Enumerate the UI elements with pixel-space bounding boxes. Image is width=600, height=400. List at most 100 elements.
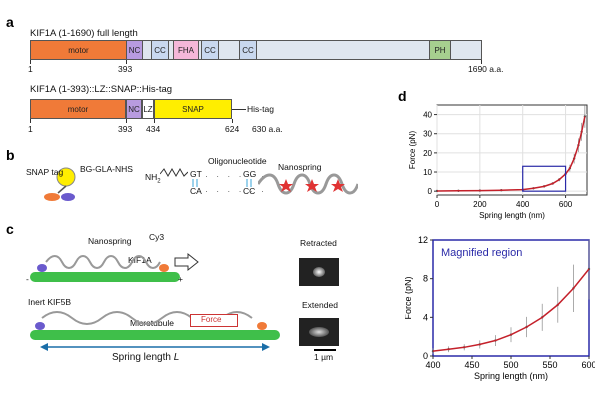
tick (232, 119, 233, 123)
fit-line (436, 116, 586, 192)
c-tick-630: 630 a.a. (252, 124, 283, 134)
ph-domain: PH (429, 41, 451, 59)
x-tick-label: 600 (559, 200, 573, 209)
direction-arrow (174, 252, 199, 272)
seq-bottom-left: CA (190, 186, 202, 196)
cy3-label: Cy3 (149, 232, 165, 242)
panel-d-label: d (398, 88, 407, 104)
c-tick-1: 1 (28, 124, 33, 134)
motor-head (44, 193, 60, 201)
x-axis-label: Spring length (nm) (474, 371, 548, 381)
plus-end: + (178, 274, 183, 284)
seq-top-right: GG (243, 169, 257, 179)
tick (481, 60, 482, 64)
kif1a-label: KIF1A (128, 255, 152, 265)
panel-a-label: a (6, 14, 14, 30)
nanospring-label-b: Nanospring (278, 162, 322, 172)
his-tag-line (232, 109, 246, 110)
tick (30, 119, 31, 123)
linker (57, 185, 67, 194)
extended-diagram (30, 311, 280, 340)
snap-protein-diagram (44, 167, 76, 201)
y-tick-label: 12 (418, 235, 428, 245)
c-tick-434: 434 (146, 124, 161, 134)
tick (154, 119, 155, 123)
magnify-box (522, 165, 567, 192)
seq-dots-top: · · · · · · (205, 171, 267, 181)
scale-bar (314, 349, 336, 351)
seq-top-left: GT (190, 169, 202, 179)
y-tick-label: 0 (423, 351, 428, 361)
extended-label: Extended (302, 300, 338, 310)
y-tick-label: 0 (428, 187, 433, 196)
x-tick-label: 200 (473, 200, 487, 209)
construct-bar: motor NC LZ SNAP (30, 99, 232, 119)
minus-end: - (26, 274, 29, 284)
full-length-bar: motor NC CC FHA CC CC PH (30, 40, 482, 60)
his-tag-label: His-tag (247, 104, 274, 114)
construct-lz: LZ (142, 99, 154, 119)
force-arrow: Force (190, 314, 238, 327)
y-axis-label: Force (pN) (408, 131, 417, 170)
y-axis-label: Force (pN) (405, 276, 413, 319)
x-tick-label: 500 (503, 360, 518, 370)
nh2-label: NH2 (145, 172, 161, 185)
retracted-image (299, 258, 339, 286)
base-pair-lines (192, 179, 252, 187)
nanospring-label-c: Nanospring (88, 236, 132, 246)
tick (126, 60, 127, 64)
chem-label: BG-GLA-NHS (80, 164, 133, 174)
seq-bottom-right: CC (243, 186, 256, 196)
tick-label-1690: 1690 a.a. (468, 64, 504, 74)
tick-label-393: 393 (118, 64, 133, 74)
force-chart-magnified: 0 4 8 12 400 450 500 550 600 Spring length (nm) Fo… (405, 235, 595, 381)
spring-length-label: Spring length L (112, 352, 180, 363)
cc-domain-3: CC (239, 41, 257, 59)
x-tick-label: 0 (435, 200, 440, 209)
panel-b-label: b (6, 147, 15, 163)
full-length-title: KIF1A (1-1690) full length (30, 28, 138, 39)
microtubule-top (30, 272, 180, 282)
fit-line (432, 268, 590, 352)
force-label: Force (201, 315, 222, 324)
x-tick-label: 450 (464, 360, 479, 370)
x-tick-label: 550 (542, 360, 557, 370)
tick-label-1: 1 (28, 64, 33, 74)
y-tick-label: 30 (423, 130, 432, 139)
x-tick-label: 600 (581, 360, 595, 370)
x-tick-label: 400 (425, 360, 440, 370)
retracted-label: Retracted (300, 238, 337, 248)
y-tick-label: 8 (423, 274, 428, 284)
seq-dots-bottom: · · · · · · (205, 186, 267, 196)
fha-domain: FHA (173, 41, 199, 59)
y-tick-label: 20 (423, 149, 432, 158)
zigzag-linker (160, 167, 188, 178)
y-tick-label: 10 (423, 168, 432, 177)
snap-tag-label: SNAP tag (26, 167, 64, 177)
magnified-title: Magnified region (441, 247, 522, 259)
nanospring-b (258, 173, 358, 195)
motor-domain: motor (31, 41, 127, 59)
nc-domain: NC (127, 41, 143, 59)
plot-frame (436, 104, 588, 196)
construct-nc: NC (126, 99, 142, 119)
tick (126, 119, 127, 123)
extended-image (299, 318, 339, 346)
motor-head-2 (61, 193, 75, 201)
cc-domain-1: CC (151, 41, 169, 59)
oligonucleotide-label: Oligonucleotide (208, 156, 267, 166)
retracted-diagram (30, 252, 199, 282)
microtubule-bottom (30, 330, 280, 340)
inert-kif5b-label: Inert KIF5B (28, 297, 71, 307)
construct-motor: motor (30, 99, 126, 119)
c-tick-393: 393 (118, 124, 133, 134)
x-axis-label: Spring length (nm) (479, 211, 545, 220)
cc-domain-2: CC (201, 41, 219, 59)
construct-snap: SNAP (154, 99, 232, 119)
construct-title: KIF1A (1-393)::LZ::SNAP::His-tag (30, 84, 173, 95)
c-tick-624: 624 (225, 124, 240, 134)
spring-length-arrow (40, 343, 270, 351)
tick (30, 60, 31, 64)
